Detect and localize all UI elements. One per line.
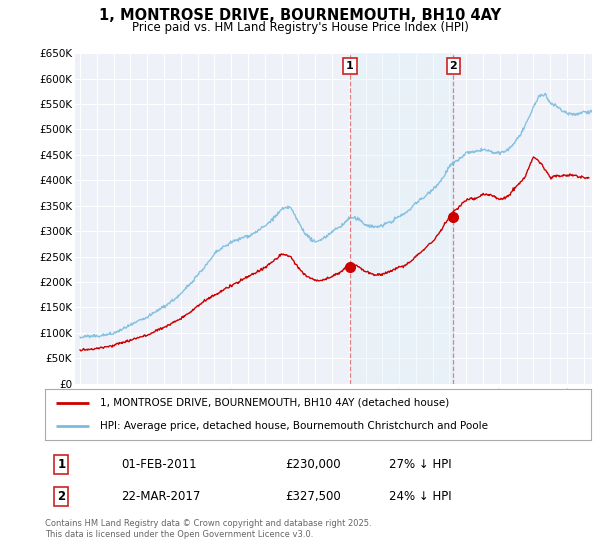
Text: 1, MONTROSE DRIVE, BOURNEMOUTH, BH10 4AY (detached house): 1, MONTROSE DRIVE, BOURNEMOUTH, BH10 4AY…: [100, 398, 449, 408]
Text: 1: 1: [58, 458, 65, 470]
Text: 27% ↓ HPI: 27% ↓ HPI: [389, 458, 452, 470]
Text: £327,500: £327,500: [285, 490, 341, 503]
Text: 22-MAR-2017: 22-MAR-2017: [121, 490, 201, 503]
Bar: [350, 53, 453, 384]
Text: HPI: Average price, detached house, Bournemouth Christchurch and Poole: HPI: Average price, detached house, Bour…: [100, 421, 488, 431]
Text: Price paid vs. HM Land Registry's House Price Index (HPI): Price paid vs. HM Land Registry's House …: [131, 21, 469, 34]
Text: 2: 2: [449, 61, 457, 71]
Text: Contains HM Land Registry data © Crown copyright and database right 2025.
This d: Contains HM Land Registry data © Crown c…: [45, 519, 371, 539]
Text: £230,000: £230,000: [285, 458, 341, 470]
Text: 1, MONTROSE DRIVE, BOURNEMOUTH, BH10 4AY: 1, MONTROSE DRIVE, BOURNEMOUTH, BH10 4AY: [99, 8, 501, 24]
Text: 2: 2: [58, 490, 65, 503]
Text: 24% ↓ HPI: 24% ↓ HPI: [389, 490, 452, 503]
Text: 1: 1: [346, 61, 354, 71]
Text: 01-FEB-2011: 01-FEB-2011: [121, 458, 197, 470]
